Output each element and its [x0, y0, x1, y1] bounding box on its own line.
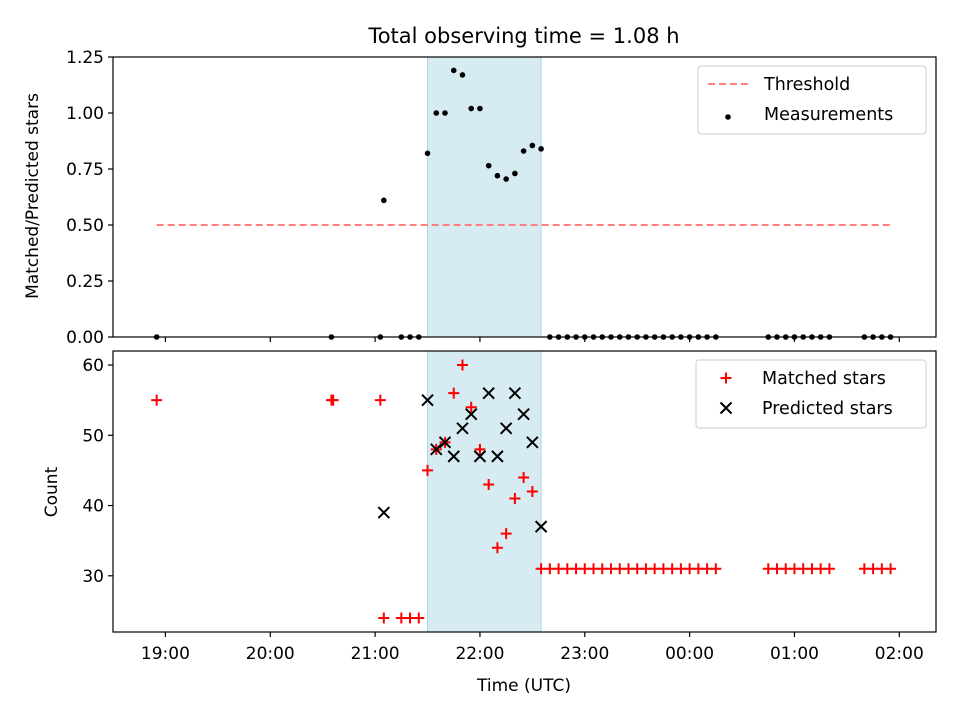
legend: Threshold Measurements	[697, 65, 927, 135]
matched-star-marker	[378, 612, 390, 624]
matched-star-marker	[465, 401, 477, 413]
predicted-star-marker	[377, 506, 391, 519]
matched-star-marker	[413, 612, 425, 624]
predicted-star-marker	[491, 450, 504, 463]
x-tick-label: 19:00	[141, 644, 190, 664]
top-plot-panel: 0.00 0.25 0.50 0.75 1.00 1.25 Threshold Measure…	[66, 48, 937, 348]
series-matched-stars	[151, 359, 897, 624]
matched-star-marker	[327, 394, 339, 406]
bottom-y-axis-label: Count	[42, 466, 62, 517]
predicted-star-marker	[456, 422, 469, 435]
predicted-star-marker	[473, 450, 487, 463]
measurement-point	[520, 148, 527, 154]
x-tick-label: 00:00	[665, 644, 714, 664]
measurement-point	[529, 142, 536, 149]
predicted-star-marker	[508, 386, 522, 400]
legend-predicted-swatch	[719, 401, 733, 415]
y-tick-label: 0.75	[66, 160, 104, 180]
series-predicted-stars	[377, 386, 548, 533]
matched-star-marker	[456, 359, 468, 371]
measurement-point	[450, 67, 457, 74]
legend-label: Threshold	[763, 75, 850, 95]
matched-star-marker	[491, 542, 503, 554]
predicted-star-marker	[421, 393, 434, 407]
y-tick-label: 0.50	[66, 216, 104, 236]
legend-box	[697, 65, 927, 135]
x-tick-label: 01:00	[770, 644, 819, 664]
matched-star-marker	[518, 471, 530, 483]
matched-star-marker	[422, 464, 434, 476]
measurement-point	[477, 105, 483, 112]
predicted-star-marker	[438, 436, 452, 449]
measurement-point	[433, 110, 440, 116]
measurement-point	[442, 110, 448, 116]
predicted-star-marker	[517, 408, 530, 421]
legend-label: Measurements	[764, 105, 893, 125]
legend: Matched stars Predicted stars	[695, 359, 927, 429]
y-tick-label: 0.00	[66, 328, 104, 348]
matched-star-marker	[474, 443, 486, 455]
predicted-star-marker	[499, 422, 513, 435]
x-axis-label: Time (UTC)	[476, 676, 571, 696]
matched-star-marker	[483, 478, 495, 490]
y-tick-label: 1.00	[66, 104, 104, 124]
observing-window-shade	[427, 350, 542, 633]
x-tick-label: 21:00	[351, 644, 400, 664]
measurement-point	[459, 72, 466, 78]
matched-star-marker	[885, 563, 897, 575]
axes-frame	[112, 350, 937, 633]
x-tick-label: 02:00	[875, 644, 924, 664]
measurement-point	[468, 105, 475, 112]
y-tick-label: 40	[82, 497, 104, 517]
measurement-point	[512, 170, 518, 177]
measurement-point	[503, 176, 509, 182]
predicted-star-marker	[526, 436, 539, 449]
x-tick-label: 23:00	[560, 644, 609, 664]
legend-measurement-swatch	[725, 114, 731, 120]
top-y-axis-label: Matched/Predicted stars	[23, 93, 43, 299]
legend-label: Predicted stars	[762, 399, 893, 419]
matched-star-marker	[448, 387, 460, 399]
x-tick-label: 22:00	[455, 644, 504, 664]
predicted-star-marker	[464, 408, 478, 421]
matched-star-marker	[509, 493, 521, 505]
legend-label: Matched stars	[762, 369, 886, 389]
matched-star-marker	[500, 528, 512, 540]
y-tick-label: 0.25	[66, 272, 104, 292]
y-tick-label: 30	[82, 567, 104, 587]
measurement-point	[485, 162, 492, 169]
predicted-star-marker	[447, 450, 460, 463]
y-tick-label: 1.25	[66, 48, 104, 68]
matched-star-marker	[710, 563, 722, 575]
matched-star-marker	[151, 394, 163, 406]
bottom-plot-panel: 30 40 50 60 19:00 20:00 21:00 22:00 23:00 00:00 01…	[82, 350, 937, 664]
observing-window-shade	[427, 56, 542, 338]
predicted-star-marker	[430, 443, 443, 456]
y-tick-label: 50	[82, 426, 104, 446]
measurement-point	[494, 172, 501, 179]
measurement-point	[424, 150, 431, 157]
measurement-point	[538, 146, 544, 152]
x-tick-label: 20:00	[246, 644, 295, 664]
matched-star-marker	[374, 394, 386, 406]
predicted-star-marker	[482, 386, 495, 400]
axes-frame	[112, 56, 937, 338]
measurement-point	[381, 197, 387, 204]
matched-star-marker	[823, 563, 835, 575]
legend-matched-swatch	[720, 372, 732, 384]
top-chart-title: Total observing time = 1.08 h	[367, 24, 679, 48]
y-tick-label: 60	[82, 356, 104, 376]
matched-star-marker	[526, 486, 538, 497]
legend-box	[695, 359, 927, 429]
predicted-star-marker	[534, 520, 548, 533]
